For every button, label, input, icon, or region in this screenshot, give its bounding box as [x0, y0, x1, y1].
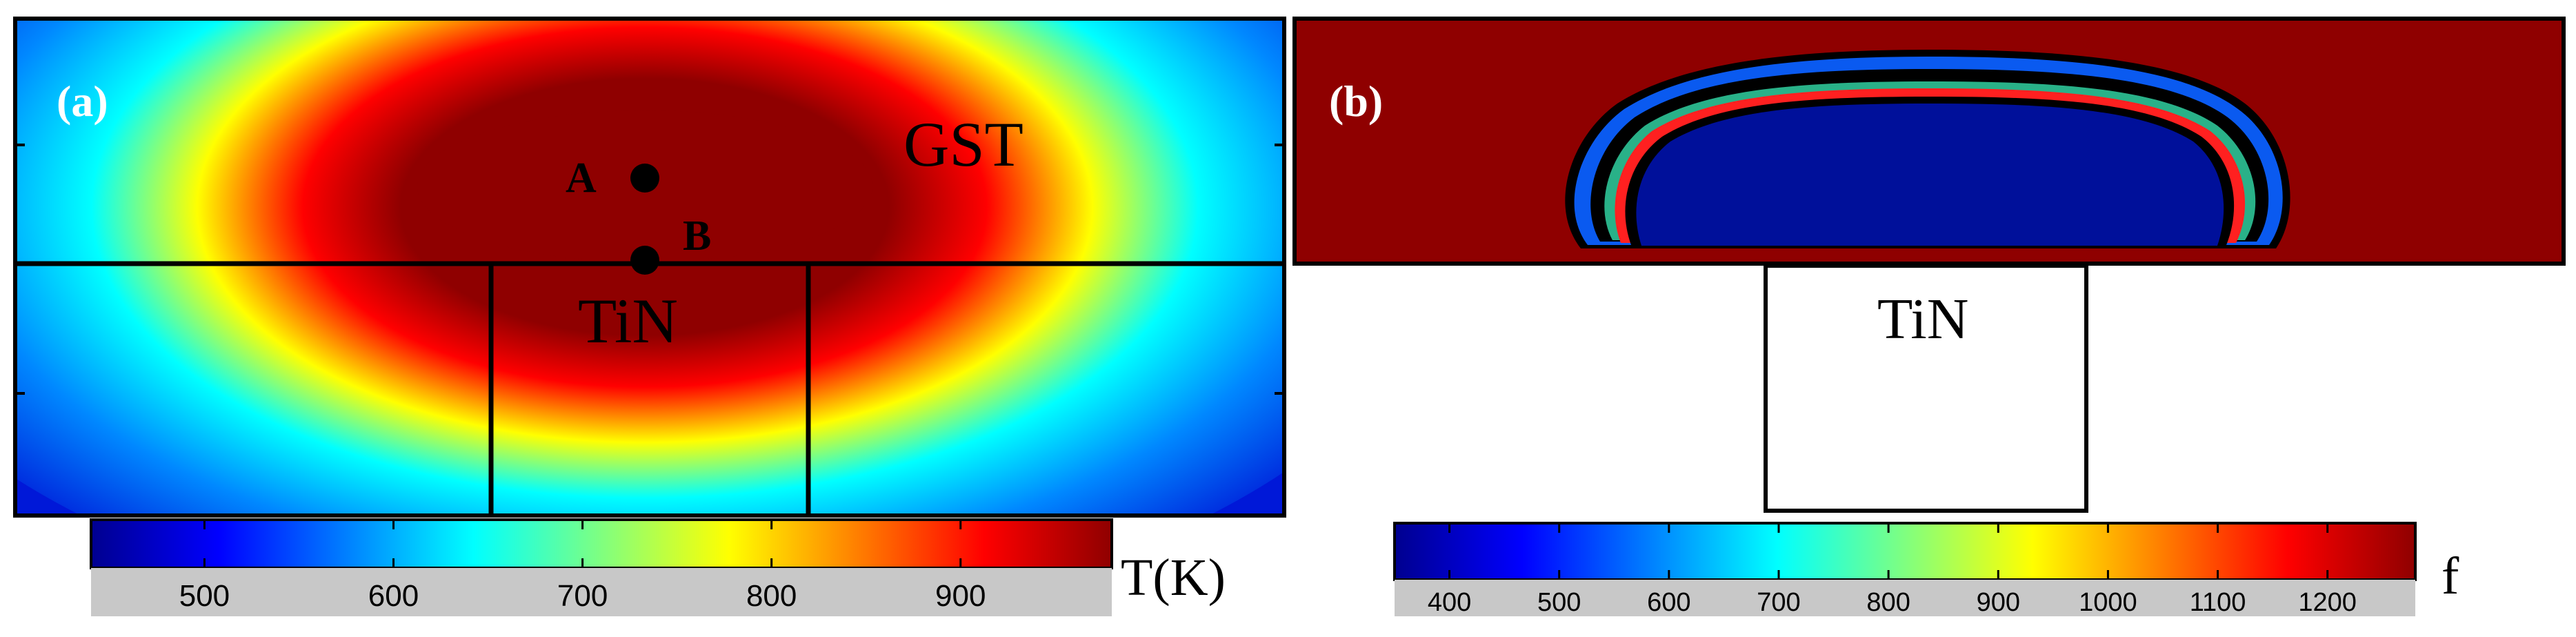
probe-point-a — [630, 164, 659, 193]
colorbar-tick-label: 800 — [1866, 588, 1910, 617]
panel-label-b: (b) — [1329, 77, 1383, 126]
colorbar-b: 400 500 600 700 800 900 1000 1100 1200 f — [1393, 522, 2459, 617]
colorbar-a-title: T(K) — [1121, 549, 1226, 607]
colorbar-tick-label: 500 — [179, 579, 230, 613]
colorbar-b-gradient — [1393, 522, 2417, 581]
point-label-a: A — [566, 155, 597, 202]
panel-label-a: (a) — [57, 77, 108, 126]
colorbar-b-title: f — [2442, 547, 2459, 605]
colorbar-b-tick-strip — [1395, 580, 2415, 616]
colorbar-tick-label: 1000 — [2079, 588, 2137, 617]
map-frame — [13, 17, 1286, 518]
panel-a: (a) A B GST TiN 500 600 700 800 900 T(K) — [13, 17, 1286, 616]
tin-heater-b — [1764, 264, 2088, 513]
colorbar-b-ticks: 400 500 600 700 800 900 1000 1100 1200 — [1428, 523, 2357, 617]
amorphous-region — [1636, 104, 2224, 246]
material-label-gst: GST — [903, 109, 1024, 179]
colorbar-tick-label: 400 — [1428, 588, 1471, 617]
colorbar-tick-label: 500 — [1537, 588, 1581, 617]
colorbar-tick-label: 900 — [935, 579, 986, 613]
colorbar-a: 500 600 700 800 900 T(K) — [90, 518, 1226, 616]
colorbar-a-ticks: 500 600 700 800 900 — [179, 520, 986, 613]
material-label-tin-a: TiN — [578, 286, 678, 356]
colorbar-a-tick-strip — [91, 568, 1112, 616]
colorbar-tick-label: 700 — [1757, 588, 1800, 617]
colorbar-tick-label: 1200 — [2298, 588, 2357, 617]
colorbar-tick-label: 600 — [368, 579, 419, 613]
panel-b: (b) TiN 400 500 600 700 800 900 1000 1100 1200 f — [1292, 17, 2566, 617]
colorbar-tick-label: 800 — [746, 579, 797, 613]
colorbar-a-gradient — [90, 518, 1113, 569]
point-label-b: B — [683, 213, 711, 259]
material-label-tin-b: TiN — [1877, 287, 1968, 351]
colorbar-tick-label: 700 — [557, 579, 608, 613]
colorbar-tick-label: 1100 — [2190, 588, 2246, 617]
probe-point-b — [630, 246, 659, 275]
colorbar-tick-label: 600 — [1647, 588, 1690, 617]
colorbar-tick-label: 900 — [1977, 588, 2020, 617]
